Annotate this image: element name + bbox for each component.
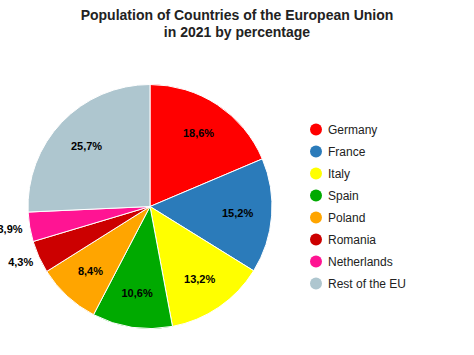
legend-item: Netherlands <box>310 255 393 269</box>
data-label: 4,3% <box>8 256 33 268</box>
legend-swatch <box>310 234 322 246</box>
legend-swatch <box>310 256 322 268</box>
legend-label: Rest of the EU <box>328 277 406 291</box>
legend-label: France <box>328 145 366 159</box>
legend-swatch <box>310 146 322 158</box>
legend-item: Poland <box>310 211 365 225</box>
legend-swatch <box>310 278 322 290</box>
data-labels: 18,6% 15,2% 13,2% 10,6% 8,4% 4,3% 3,9% 25,7% <box>0 127 253 299</box>
legend: Germany France Italy Spain Poland Romania Neth… <box>310 123 406 291</box>
legend-label: Germany <box>328 123 377 137</box>
data-label: 10,6% <box>121 287 152 299</box>
legend-label: Romania <box>328 233 376 247</box>
data-label: 3,9% <box>0 223 23 235</box>
legend-item: Romania <box>310 233 376 247</box>
legend-item: France <box>310 145 366 159</box>
title-line: Population of Countries of the European … <box>81 7 394 23</box>
chart: Population of Countries of the European … <box>0 0 474 355</box>
slice <box>28 207 150 242</box>
title-line: in 2021 by percentage <box>164 24 311 40</box>
legend-label: Spain <box>328 189 359 203</box>
legend-label: Netherlands <box>328 255 393 269</box>
data-label: 15,2% <box>222 207 253 219</box>
legend-label: Italy <box>328 167 350 181</box>
legend-item: Germany <box>310 123 377 137</box>
legend-item: Italy <box>310 167 350 181</box>
legend-swatch <box>310 190 322 202</box>
legend-item: Rest of the EU <box>310 277 406 291</box>
legend-swatch <box>310 124 322 136</box>
data-label: 8,4% <box>78 265 103 277</box>
data-label: 13,2% <box>184 273 215 285</box>
slice <box>28 85 150 213</box>
pie <box>28 85 272 329</box>
title: Population of Countries of the European … <box>81 7 394 40</box>
legend-swatch <box>310 212 322 224</box>
legend-swatch <box>310 168 322 180</box>
legend-item: Spain <box>310 189 359 203</box>
legend-label: Poland <box>328 211 365 225</box>
data-label: 18,6% <box>183 127 214 139</box>
data-label: 25,7% <box>71 140 102 152</box>
